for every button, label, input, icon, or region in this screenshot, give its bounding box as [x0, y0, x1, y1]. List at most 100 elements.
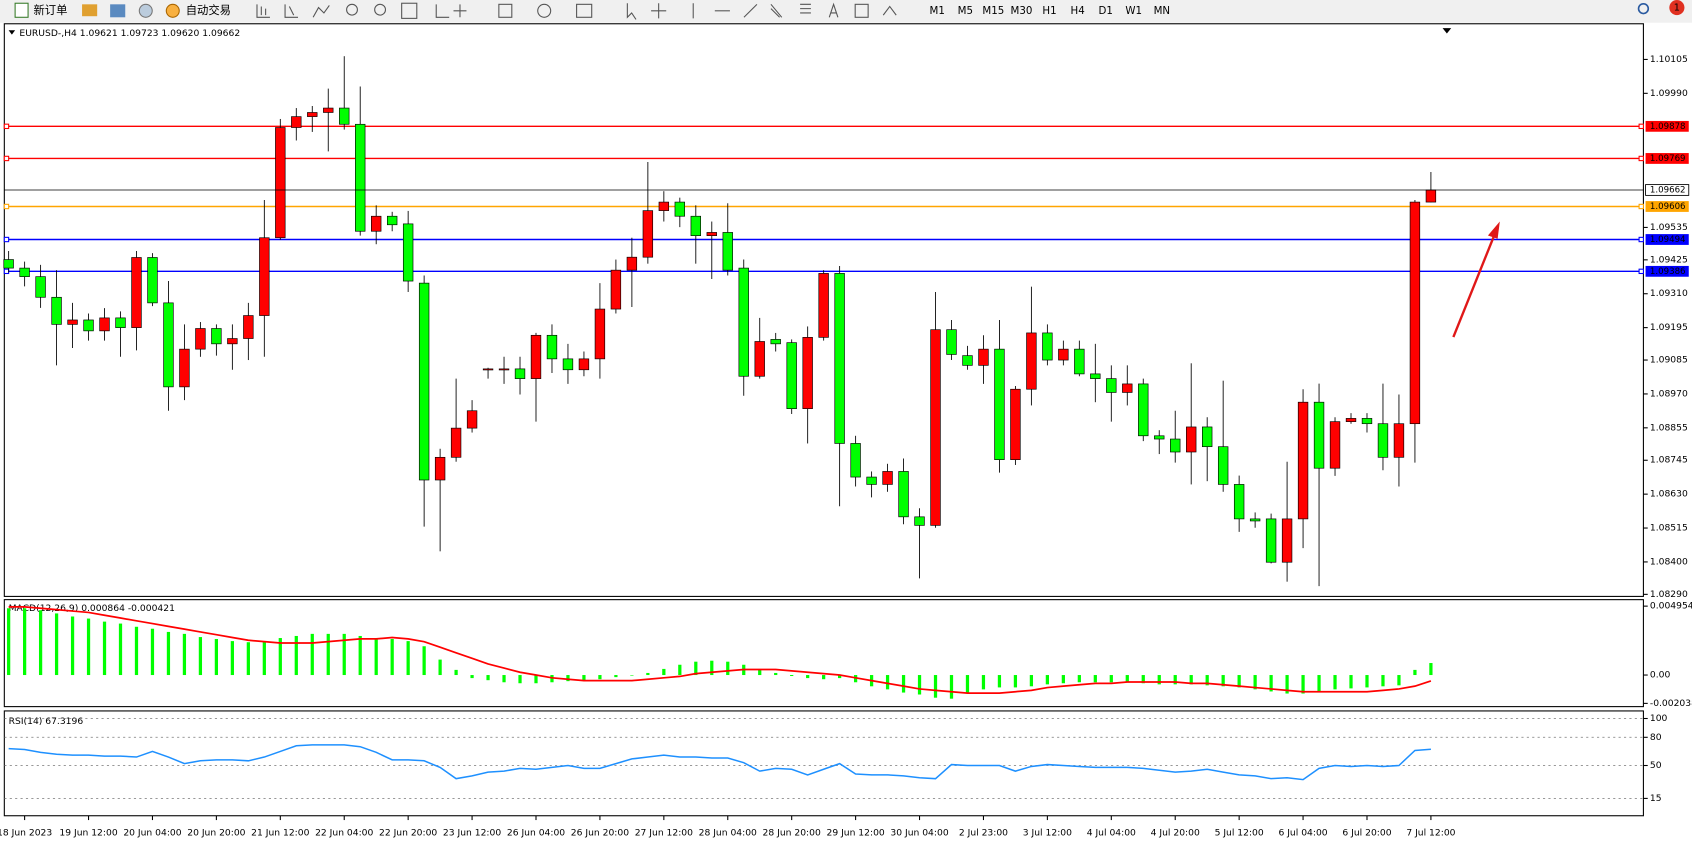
y-tick-label: 1.08630 [1650, 489, 1688, 500]
candle-body [1026, 332, 1037, 390]
crosshair[interactable] [651, 3, 667, 19]
icon[interactable] [312, 5, 330, 18]
macd-bar [342, 633, 346, 676]
icon[interactable] [800, 3, 811, 14]
level-label-bg [1645, 234, 1689, 245]
candle-body [67, 319, 78, 325]
candle-body [546, 334, 558, 360]
macd-bar [214, 639, 219, 676]
candle-body [386, 215, 398, 226]
icon[interactable] [498, 3, 513, 18]
candle-body [275, 127, 286, 239]
candle-body [243, 315, 254, 339]
macd-bar [965, 675, 970, 694]
macd-bar [1109, 675, 1113, 683]
candle-body [802, 337, 813, 410]
macd-bar [997, 675, 1002, 688]
new-order-icon[interactable] [14, 2, 29, 18]
candle-body [754, 341, 765, 377]
macd-bar [486, 675, 490, 681]
macd-bar [118, 623, 123, 676]
macd-bar [646, 672, 650, 676]
candle-body [211, 328, 222, 345]
candle-body [227, 338, 238, 345]
macd-bar [534, 675, 538, 684]
timeframe-button[interactable]: D1 [1098, 5, 1112, 17]
macd-bar [1125, 675, 1129, 683]
x-tick-label: 20 Jun 20:00 [187, 828, 245, 839]
macd-bar [1269, 675, 1273, 692]
timeframe-button[interactable]: M5 [958, 5, 973, 17]
candle-body [722, 232, 733, 271]
tile[interactable] [401, 2, 418, 19]
level-handle[interactable] [3, 203, 10, 210]
macd-bar [614, 675, 618, 678]
icon[interactable] [138, 3, 153, 18]
candle-body [147, 257, 158, 304]
auto-trading-button[interactable]: 自动交易 [186, 3, 231, 17]
candle-body [1154, 435, 1165, 440]
series-line [8, 744, 1431, 781]
candle-body [530, 334, 542, 379]
level-label: 1.09386 [1650, 267, 1686, 277]
level-handle[interactable] [3, 268, 10, 275]
macd-bar [358, 635, 362, 676]
macd-bar [1429, 663, 1433, 676]
trendline[interactable] [743, 3, 758, 18]
icon[interactable] [770, 3, 783, 18]
macd-bar [134, 626, 139, 676]
macd-bar [86, 618, 91, 676]
macd-bar [1285, 675, 1289, 694]
timeframe-button[interactable]: M30 [1011, 5, 1033, 17]
rsi-header: RSI(14) 67.3196 [9, 716, 84, 727]
icon[interactable] [110, 4, 126, 18]
cursor[interactable] [626, 3, 637, 20]
macd-bar [502, 675, 506, 683]
new-order-button[interactable]: 新订单 [33, 3, 67, 17]
text-tool[interactable] [828, 2, 839, 18]
zoom-in[interactable] [346, 3, 358, 16]
notification-badge[interactable] [1669, 0, 1685, 16]
level-handle[interactable] [1638, 155, 1644, 162]
label-tool[interactable] [854, 3, 869, 18]
icon[interactable] [435, 4, 467, 18]
timeframe-button[interactable]: MN [1154, 5, 1171, 17]
candle-body [834, 273, 845, 444]
macd-bar [1061, 675, 1065, 684]
macd-bar [230, 641, 234, 676]
x-tick-label: 21 Jun 12:00 [251, 828, 309, 839]
level-handle[interactable] [3, 123, 10, 130]
timeframe-button[interactable]: M1 [930, 5, 945, 17]
level-handle[interactable] [1638, 268, 1644, 275]
timeframe-button[interactable]: H4 [1070, 5, 1084, 17]
zoom-out[interactable] [374, 3, 387, 16]
timeframe-button[interactable]: W1 [1125, 5, 1142, 17]
macd-bar [1413, 669, 1417, 676]
candle-body [83, 319, 94, 332]
candle-body [642, 210, 654, 258]
search[interactable] [1637, 2, 1650, 15]
timeframe-button[interactable]: M15 [982, 5, 1004, 17]
icon[interactable] [256, 4, 270, 18]
icon[interactable] [284, 4, 299, 18]
level-handle[interactable] [3, 155, 10, 162]
symbol-menu[interactable] [8, 30, 16, 35]
toolbar: 新订单 自动交易 M1 M5 M15 M30 H1 H [0, 0, 1692, 22]
candle-body [498, 368, 510, 371]
level-handle[interactable] [1638, 236, 1644, 243]
x-tick-label: 27 Jun 12:00 [635, 828, 693, 839]
auto-trading-icon[interactable] [165, 3, 180, 18]
level-handle[interactable] [1638, 203, 1644, 210]
candle-body [19, 267, 30, 277]
level-handle[interactable] [3, 236, 10, 243]
icon[interactable] [882, 5, 897, 16]
macd-bar [1301, 675, 1305, 694]
icon[interactable] [82, 4, 98, 17]
level-handle[interactable] [1638, 123, 1644, 130]
x-tick-label: 30 Jun 04:00 [890, 828, 948, 839]
clock[interactable] [537, 3, 552, 18]
timeframe-button[interactable]: H1 [1042, 5, 1056, 17]
candle-body [291, 116, 302, 128]
icon[interactable] [576, 3, 593, 18]
level-label-bg [1645, 201, 1689, 212]
